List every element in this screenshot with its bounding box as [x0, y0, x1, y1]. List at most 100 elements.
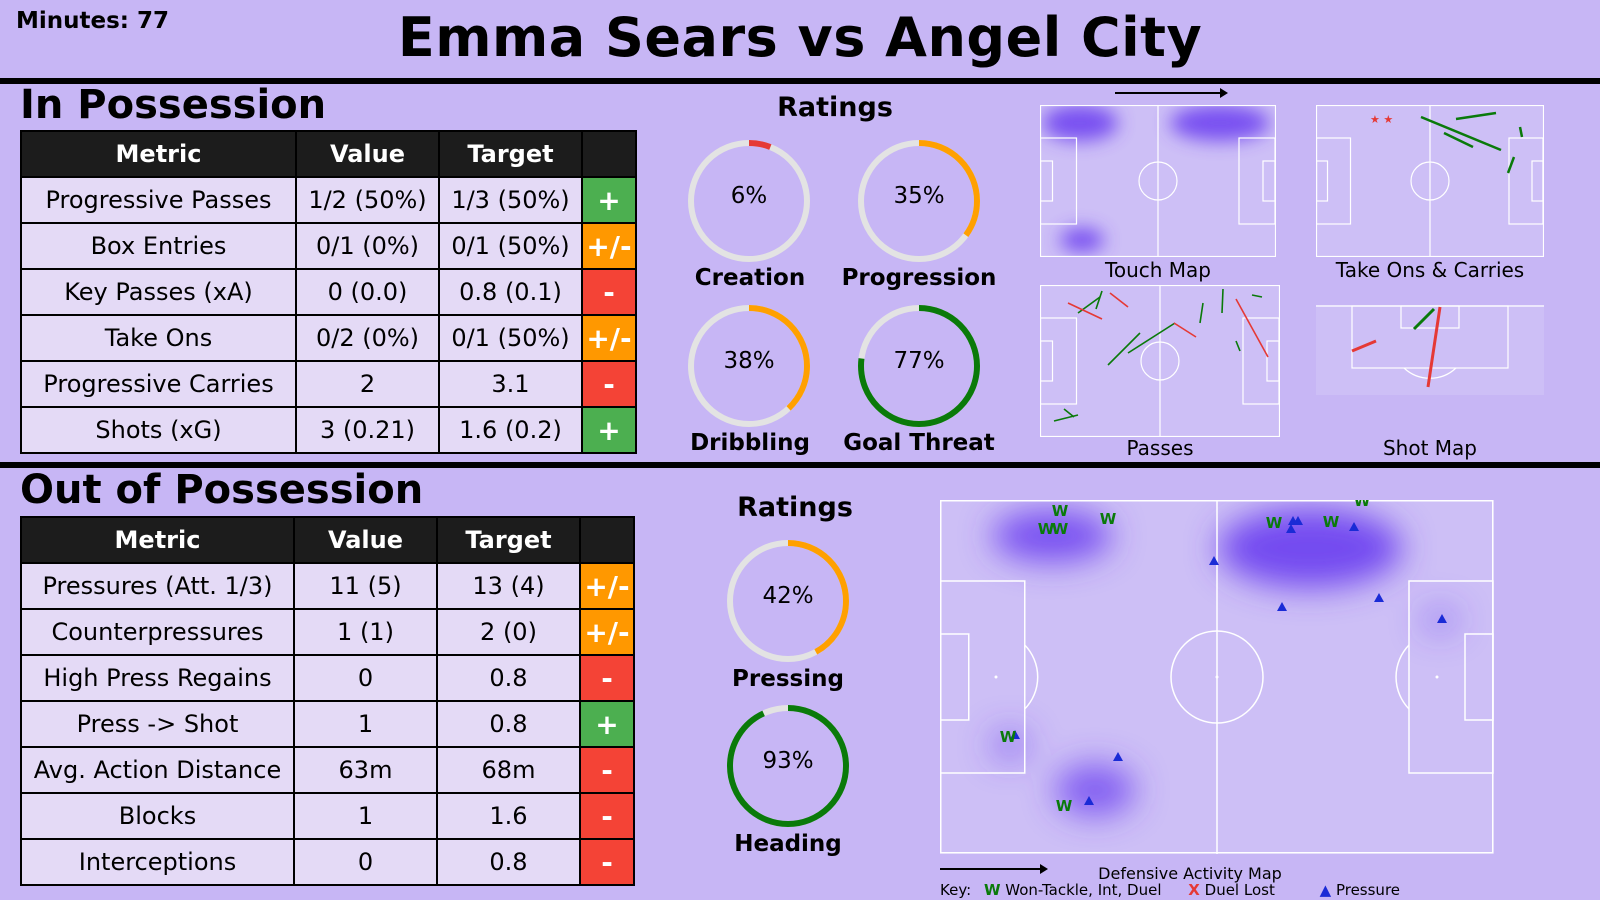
value-cell: 0: [293, 838, 438, 886]
table-row: Pressures (Att. 1/3) 11 (5) 13 (4) +/-: [20, 562, 635, 610]
passes-map: [1040, 285, 1280, 437]
carry-line: [1420, 115, 1502, 152]
won-action-icon: W: [1056, 797, 1073, 815]
flag-cell: -: [579, 792, 635, 840]
in-possession-title: In Possession: [20, 82, 327, 128]
col-value: Value: [293, 516, 438, 564]
target-cell: 1.6 (0.2): [438, 406, 583, 454]
touch-map: [1040, 105, 1276, 257]
ring-svg: [688, 140, 810, 262]
value-cell: 0/1 (0%): [295, 222, 440, 270]
key-pressure-icon: ▲: [1319, 881, 1332, 899]
metric-cell: Interceptions: [20, 838, 295, 886]
rating-ring-goal-threat: 77%: [856, 303, 982, 429]
table-row: Progressive Carries 2 3.1-: [20, 360, 637, 408]
won-action-icon: W: [1052, 520, 1069, 538]
in-possession-table: Metric Value Target Progressive Passes 1/…: [20, 130, 637, 454]
ring-svg: [727, 705, 849, 827]
value-cell: 0/2 (0%): [295, 314, 440, 362]
defensive-heat: [990, 508, 1460, 816]
ring-arc: [858, 305, 980, 427]
target-cell: 0.8: [436, 654, 581, 702]
table-row: Counterpressures 1 (1) 2 (0) +/-: [20, 608, 635, 656]
shot-lines: [1351, 306, 1442, 388]
won-action-icon: W: [1323, 513, 1340, 531]
key-pressure-label: Pressure: [1335, 881, 1401, 899]
target-cell: 0.8: [436, 700, 581, 748]
minutes-played: Minutes: 77: [16, 8, 170, 34]
pressure-icon: [1113, 752, 1123, 761]
pressure-icon: [1286, 524, 1296, 533]
pressure-markers: [1010, 516, 1447, 805]
pass-line: [1095, 290, 1103, 310]
target-cell: 2 (0): [436, 608, 581, 656]
target-cell: 68m: [436, 746, 581, 794]
take-ons-carries-label: Take Ons & Carries: [1335, 258, 1525, 282]
ring-arc: [727, 705, 849, 827]
value-cell: 0 (0.0): [295, 268, 440, 316]
won-action-icon: W: [1354, 500, 1371, 510]
col-value: Value: [295, 130, 440, 178]
pass-line: [1107, 332, 1141, 366]
table-header-row: Metric Value Target: [20, 516, 635, 564]
carry-line: [1455, 111, 1497, 121]
rating-value: 42%: [762, 583, 814, 609]
pressure-icon: [1084, 796, 1094, 805]
carry-line: [1443, 131, 1474, 149]
take-ons-carries-map: ★ ★: [1316, 105, 1544, 257]
metric-cell: High Press Regains: [20, 654, 295, 702]
carry-line: [1506, 156, 1516, 174]
key-won-icon: W: [983, 881, 1001, 899]
table-row: Press -> Shot 1 0.8 +: [20, 700, 635, 748]
value-cell: 2: [295, 360, 440, 408]
metric-cell: Pressures (Att. 1/3): [20, 562, 295, 610]
target-cell: 0/1 (50%): [438, 222, 583, 270]
metric-cell: Progressive Carries: [20, 360, 297, 408]
direction-arrow-icon: [1115, 88, 1228, 98]
shot-map: [1316, 305, 1544, 395]
metric-cell: Press -> Shot: [20, 700, 295, 748]
direction-arrow-icon: [940, 864, 1048, 874]
pressure-icon: [1437, 614, 1447, 623]
defensive-activity-map: W W W W W W W W W: [940, 500, 1494, 854]
rating-label-pressing: Pressing: [732, 666, 844, 692]
ring-arc: [688, 305, 810, 427]
map-key: Key: W Won-Tackle, Int, Duel X Duel Lost…: [940, 881, 1400, 899]
rating-ring-creation: 6%: [686, 138, 812, 264]
metric-cell: Blocks: [20, 792, 295, 840]
flag-cell: +/-: [581, 314, 637, 362]
touch-heat: [1042, 105, 1270, 252]
won-markers: W W W W W W W W W: [1000, 500, 1371, 815]
key-lost-label: Duel Lost: [1204, 881, 1275, 899]
value-cell: 1 (1): [293, 608, 438, 656]
pitch-lines: [1040, 285, 1280, 437]
target-cell: 0/1 (50%): [438, 314, 583, 362]
pass-line: [1063, 408, 1075, 418]
rating-value: 93%: [762, 748, 814, 774]
col-metric: Metric: [20, 130, 297, 178]
pressure-icon: [1209, 556, 1219, 565]
rating-label-progression: Progression: [841, 265, 997, 291]
pass-line: [1173, 322, 1197, 338]
pass-line: [1109, 292, 1129, 308]
shot-line: [1412, 307, 1436, 331]
shot-map-label: Shot Map: [1382, 436, 1477, 460]
rating-ring-pressing: 42%: [725, 538, 851, 664]
target-cell: 1/3 (50%): [438, 176, 583, 224]
pass-line: [1235, 340, 1241, 352]
flag-cell: -: [579, 746, 635, 794]
flag-cell: +/-: [579, 608, 635, 656]
ring-arc: [858, 140, 980, 262]
col-target: Target: [436, 516, 581, 564]
metric-cell: Progressive Passes: [20, 176, 297, 224]
pressure-icon: [1349, 522, 1359, 531]
pitch-lines: [1040, 105, 1276, 257]
flag-cell: +: [581, 406, 637, 454]
key-lost-icon: X: [1188, 881, 1200, 899]
table-row: Shots (xG) 3 (0.21) 1.6 (0.2) +: [20, 406, 637, 454]
ring-svg: [858, 140, 980, 262]
rating-label-creation: Creation: [694, 265, 806, 291]
pass-line: [1235, 298, 1269, 358]
flag-cell: -: [579, 838, 635, 886]
pass-line: [1077, 296, 1101, 314]
